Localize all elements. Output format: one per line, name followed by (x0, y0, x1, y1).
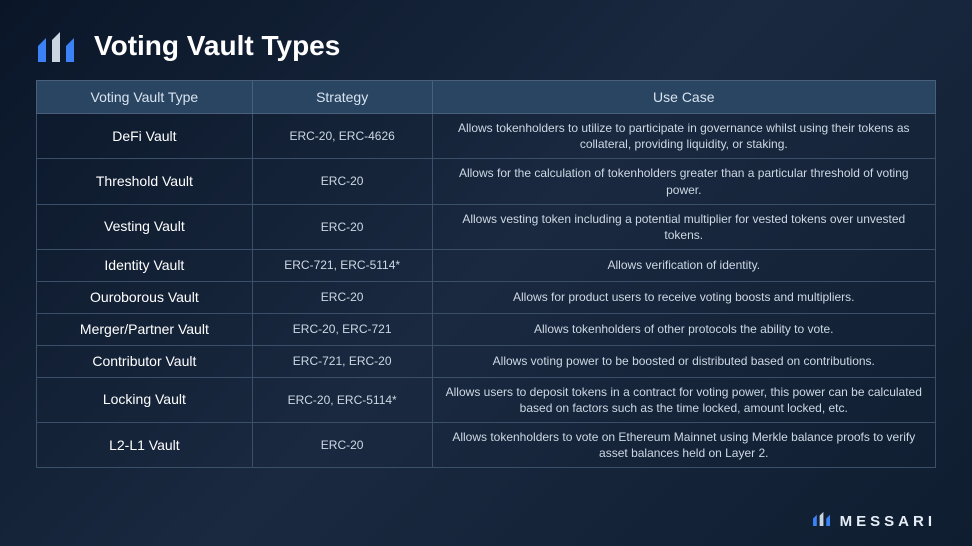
table-row: Locking VaultERC-20, ERC-5114*Allows use… (37, 377, 936, 422)
table-header-strategy: Strategy (252, 81, 432, 114)
cell-usecase: Allows tokenholders to utilize to partic… (432, 114, 935, 159)
cell-vault-type: Identity Vault (37, 250, 253, 282)
table-header-type: Voting Vault Type (37, 81, 253, 114)
cell-vault-type: L2-L1 Vault (37, 423, 253, 468)
table-row: Identity VaultERC-721, ERC-5114*Allows v… (37, 250, 936, 282)
cell-vault-type: Contributor Vault (37, 345, 253, 377)
cell-strategy: ERC-20, ERC-4626 (252, 114, 432, 159)
voting-vault-table: Voting Vault Type Strategy Use Case DeFi… (36, 80, 936, 468)
cell-usecase: Allows for the calculation of tokenholde… (432, 159, 935, 204)
table-row: Contributor VaultERC-721, ERC-20Allows v… (37, 345, 936, 377)
cell-vault-type: DeFi Vault (37, 114, 253, 159)
table-row: DeFi VaultERC-20, ERC-4626Allows tokenho… (37, 114, 936, 159)
cell-strategy: ERC-20 (252, 423, 432, 468)
table-container: Voting Vault Type Strategy Use Case DeFi… (0, 80, 972, 468)
footer-brand-text: MESSARI (840, 513, 936, 530)
cell-usecase: Allows tokenholders of other protocols t… (432, 313, 935, 345)
cell-vault-type: Threshold Vault (37, 159, 253, 204)
cell-strategy: ERC-20, ERC-5114* (252, 377, 432, 422)
table-row: Vesting VaultERC-20Allows vesting token … (37, 204, 936, 249)
cell-usecase: Allows for product users to receive voti… (432, 282, 935, 314)
table-row: Threshold VaultERC-20Allows for the calc… (37, 159, 936, 204)
footer-brand: MESSARI (812, 510, 936, 532)
cell-usecase: Allows voting power to be boosted or dis… (432, 345, 935, 377)
cell-usecase: Allows users to deposit tokens in a cont… (432, 377, 935, 422)
header: Voting Vault Types (0, 0, 972, 80)
table-header-usecase: Use Case (432, 81, 935, 114)
table-header-row: Voting Vault Type Strategy Use Case (37, 81, 936, 114)
cell-strategy: ERC-20 (252, 282, 432, 314)
cell-vault-type: Vesting Vault (37, 204, 253, 249)
cell-strategy: ERC-721, ERC-20 (252, 345, 432, 377)
cell-vault-type: Ouroborous Vault (37, 282, 253, 314)
table-row: Ouroborous VaultERC-20Allows for product… (37, 282, 936, 314)
messari-logo-icon (36, 28, 78, 64)
cell-usecase: Allows verification of identity. (432, 250, 935, 282)
cell-usecase: Allows tokenholders to vote on Ethereum … (432, 423, 935, 468)
table-row: Merger/Partner VaultERC-20, ERC-721Allow… (37, 313, 936, 345)
cell-strategy: ERC-721, ERC-5114* (252, 250, 432, 282)
table-row: L2-L1 VaultERC-20Allows tokenholders to … (37, 423, 936, 468)
cell-vault-type: Locking Vault (37, 377, 253, 422)
cell-usecase: Allows vesting token including a potenti… (432, 204, 935, 249)
page-title: Voting Vault Types (94, 30, 340, 62)
cell-strategy: ERC-20 (252, 204, 432, 249)
messari-footer-icon (812, 510, 832, 532)
cell-strategy: ERC-20, ERC-721 (252, 313, 432, 345)
cell-vault-type: Merger/Partner Vault (37, 313, 253, 345)
cell-strategy: ERC-20 (252, 159, 432, 204)
